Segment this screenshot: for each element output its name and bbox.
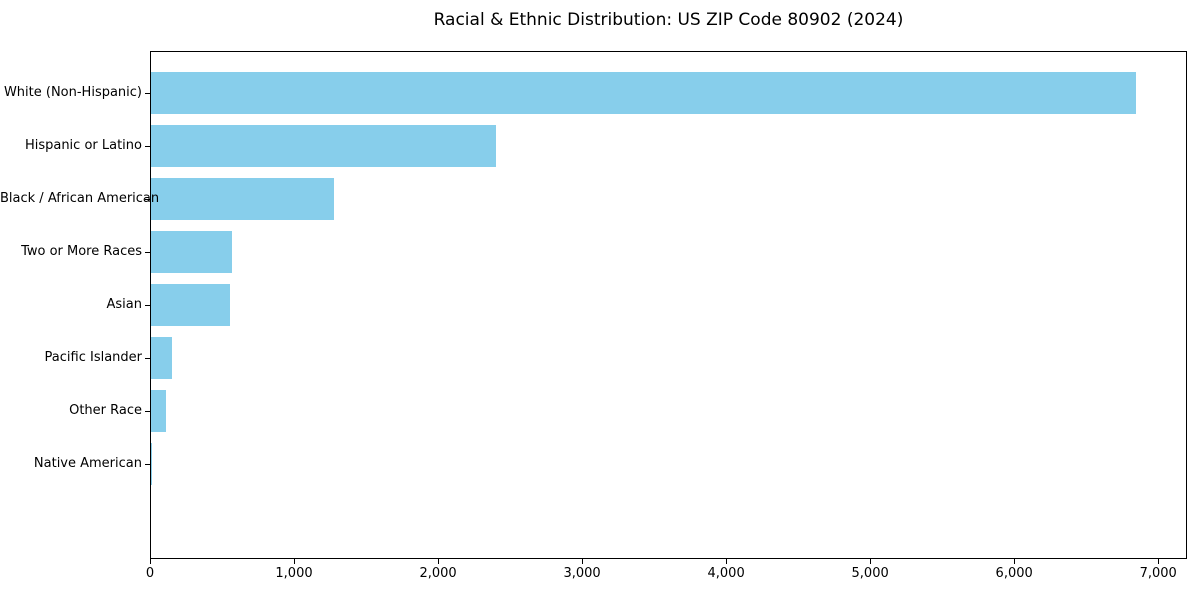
bar	[151, 283, 231, 327]
plot-area	[150, 51, 1187, 559]
y-tick-label: Native American	[33, 456, 142, 472]
y-tick-mark	[145, 198, 150, 200]
y-tick-mark	[145, 145, 150, 147]
x-tick-label: 2,000	[419, 566, 457, 581]
x-tick-mark	[726, 559, 728, 564]
y-tick-label: Other Race	[69, 403, 142, 419]
y-tick-mark	[145, 305, 150, 306]
y-tick-mark	[145, 92, 150, 94]
y-tick-mark	[145, 411, 150, 413]
x-tick-label: 1,000	[275, 566, 313, 581]
x-tick-label: 3,000	[563, 566, 601, 581]
x-tick-label: 5,000	[851, 566, 889, 581]
y-tick-mark	[145, 464, 150, 466]
x-tick-label: 4,000	[707, 566, 745, 581]
y-tick-mark	[145, 251, 150, 253]
x-tick-mark	[1158, 559, 1160, 564]
y-tick-label: Two or More Races	[21, 243, 142, 259]
bar	[151, 230, 233, 274]
x-tick-mark	[870, 559, 872, 564]
x-tick-mark	[1014, 559, 1016, 564]
bar	[151, 336, 172, 380]
x-tick-mark	[582, 559, 584, 564]
y-tick-label: Hispanic or Latino	[24, 137, 142, 153]
y-tick-label: White (Non-Hispanic)	[3, 84, 142, 100]
bar	[151, 71, 1136, 115]
bar	[151, 442, 152, 486]
chart-title: Racial & Ethnic Distribution: US ZIP Cod…	[433, 10, 904, 30]
bar	[151, 177, 334, 221]
y-tick-label: Asian	[106, 297, 142, 312]
bar	[151, 389, 167, 433]
y-tick-label: Black / African American	[0, 190, 160, 206]
bar	[151, 124, 496, 168]
y-tick-label: Pacific Islander	[44, 350, 142, 366]
x-tick-label: 0	[145, 566, 155, 581]
x-tick-mark	[150, 559, 151, 564]
x-tick-mark	[438, 559, 440, 564]
y-tick-mark	[145, 358, 150, 360]
x-tick-label: 6,000	[995, 566, 1033, 581]
x-tick-label: 7,000	[1139, 566, 1177, 581]
x-tick-mark	[294, 559, 296, 564]
